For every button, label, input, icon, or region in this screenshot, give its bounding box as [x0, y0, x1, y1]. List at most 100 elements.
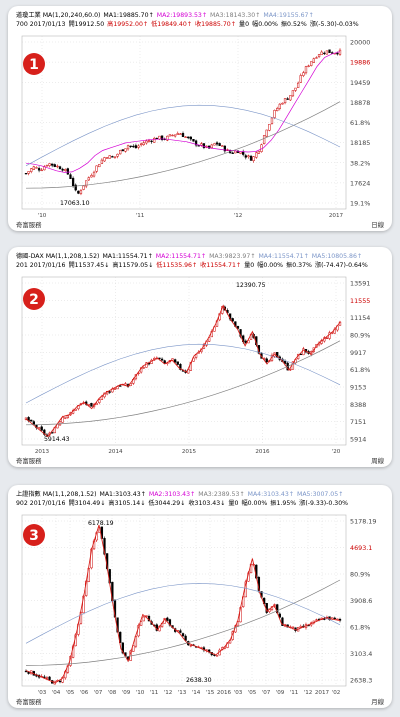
- candle-body: [92, 171, 96, 177]
- header-ma-label: MA2:19893.53↑: [157, 12, 207, 19]
- peak-value-label: 6178.19: [88, 520, 114, 527]
- candle-body: [124, 383, 127, 386]
- candle-body: [45, 677, 49, 679]
- candle-body: [66, 415, 70, 418]
- price-axis-label: 4693.1: [350, 544, 372, 552]
- candle-body: [291, 90, 295, 97]
- candle-body: [121, 642, 124, 654]
- price-axis-label: 20000: [350, 39, 370, 47]
- x-tick-label: '09: [122, 690, 131, 696]
- header-quote-field: 低11535.96↑: [156, 261, 197, 269]
- fib-ratio-label: 61.8%: [350, 624, 370, 632]
- candle-body: [181, 633, 185, 637]
- candle-body: [215, 142, 219, 145]
- candle-body: [171, 134, 174, 137]
- x-tick-label: '11: [290, 690, 299, 696]
- header-quote-field: 量0: [244, 262, 254, 269]
- candle-body: [181, 133, 185, 138]
- candle-body: [302, 72, 305, 76]
- candle-body: [202, 143, 206, 148]
- candle-body: [234, 150, 237, 154]
- footer-source-label: 奇富服務: [16, 697, 42, 706]
- candle-body: [218, 143, 221, 146]
- candle-body: [66, 168, 70, 175]
- candle-body: [281, 102, 284, 105]
- x-tick-label: '20: [332, 449, 341, 455]
- candle-body: [51, 432, 54, 434]
- x-tick-label: '08: [108, 690, 117, 696]
- candle-body: [213, 143, 216, 146]
- candle-body: [108, 391, 111, 393]
- mid-term-ma-line: [25, 583, 341, 644]
- candle-body: [231, 318, 234, 322]
- header-quote-field: 漲(-74.47)-0.64%: [315, 261, 368, 269]
- candle-body: [307, 65, 310, 67]
- candle-body: [265, 129, 268, 137]
- candle-body: [111, 156, 114, 158]
- candle-body: [257, 150, 261, 154]
- price-axis-label: 11555: [350, 297, 370, 305]
- candle-body: [174, 359, 177, 363]
- header-ma-label: MA3:9823.97↑: [209, 253, 255, 260]
- candle-body: [291, 626, 295, 629]
- footer-source-label: 奇富服務: [16, 220, 42, 229]
- fib-ratio-label: 80.9%: [350, 571, 370, 579]
- candle-body: [213, 654, 216, 656]
- candle-body: [194, 140, 198, 146]
- price-axis-label: 18878: [350, 99, 370, 107]
- candle-body: [58, 421, 62, 426]
- candle-body: [273, 110, 276, 118]
- chart-header-line2: 201 2017/01/16 開11537.45↓ 高11579.05↓ 低11535…: [16, 261, 368, 269]
- header-quote-field: 700 2017/01/13: [16, 21, 66, 28]
- header-quote-field: 振1.95%: [270, 499, 296, 507]
- footer-period-label: 日線: [371, 220, 384, 229]
- candle-body: [43, 429, 46, 435]
- candle-body: [147, 140, 151, 142]
- x-tick-label: '11: [136, 213, 145, 219]
- x-tick-label: '14: [192, 690, 201, 696]
- price-axis-label: 3908.6: [350, 597, 372, 605]
- candle-body: [179, 364, 182, 370]
- candle-body: [58, 166, 62, 170]
- candle-body: [145, 615, 148, 617]
- plot-frame: [21, 276, 347, 446]
- candle-body: [79, 190, 83, 194]
- chart-header-line2: 902 2017/01/16 開3104.49↓ 高3105.14↓ 低3044.29…: [16, 499, 348, 507]
- candle-body: [71, 177, 75, 186]
- long-term-ma-line: [25, 579, 341, 666]
- candle-body: [312, 58, 315, 63]
- x-tick-label: 2016: [217, 690, 232, 696]
- candle-body: [142, 616, 145, 622]
- candle-body: [299, 625, 302, 628]
- x-tick-label: 2015: [182, 449, 197, 455]
- candle-body: [98, 399, 101, 403]
- candle-body: [24, 173, 28, 175]
- section-number-text: 2: [29, 292, 39, 308]
- long-term-ma-line: [25, 340, 341, 426]
- header-quote-field: 902 2017/01/16: [16, 500, 66, 507]
- candle-body: [278, 613, 281, 618]
- candle-body: [231, 152, 234, 154]
- price-axis-label: 5914: [350, 436, 366, 444]
- candle-body: [215, 655, 219, 657]
- header-ma-label: MA2:3103.43↑: [149, 491, 195, 498]
- header-quote-field: 低19849.40↑: [151, 20, 192, 28]
- candle-body: [53, 164, 56, 167]
- candle-body: [296, 82, 300, 88]
- x-tick-label: '12: [304, 690, 313, 696]
- candle-body: [187, 136, 190, 139]
- x-tick-label: '05: [248, 690, 257, 696]
- candle-body: [249, 155, 253, 161]
- section-number-text: 1: [29, 57, 39, 73]
- candle-body: [137, 145, 140, 148]
- candle-body: [176, 133, 179, 135]
- candle-body: [278, 103, 281, 109]
- candle-body: [126, 145, 130, 150]
- x-tick-label: '07: [94, 690, 103, 696]
- chart-header-line1: 德國-DAX MA(1,1,208,1.52) MA1:11554.71↑ MA2:…: [16, 252, 362, 260]
- candle-body: [320, 51, 323, 56]
- candle-body: [98, 164, 101, 168]
- x-tick-label: 2017: [329, 213, 344, 219]
- candle-body: [315, 57, 318, 59]
- candle-body: [32, 166, 36, 170]
